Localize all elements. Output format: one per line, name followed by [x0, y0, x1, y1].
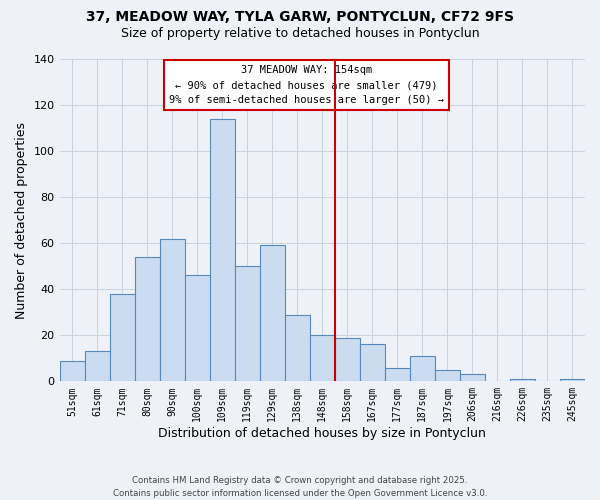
Bar — [460, 374, 485, 382]
Bar — [385, 368, 410, 382]
Bar — [435, 370, 460, 382]
Bar — [510, 379, 535, 382]
Bar — [285, 314, 310, 382]
Bar — [260, 246, 285, 382]
Text: Size of property relative to detached houses in Pontyclun: Size of property relative to detached ho… — [121, 28, 479, 40]
Bar — [185, 276, 209, 382]
Text: Contains HM Land Registry data © Crown copyright and database right 2025.
Contai: Contains HM Land Registry data © Crown c… — [113, 476, 487, 498]
Bar — [160, 238, 185, 382]
Bar — [335, 338, 360, 382]
Bar — [235, 266, 260, 382]
Text: 37, MEADOW WAY, TYLA GARW, PONTYCLUN, CF72 9FS: 37, MEADOW WAY, TYLA GARW, PONTYCLUN, CF… — [86, 10, 514, 24]
X-axis label: Distribution of detached houses by size in Pontyclun: Distribution of detached houses by size … — [158, 427, 486, 440]
Bar — [209, 119, 235, 382]
Bar — [85, 352, 110, 382]
Y-axis label: Number of detached properties: Number of detached properties — [15, 122, 28, 318]
Bar — [59, 360, 85, 382]
Bar — [410, 356, 435, 382]
Bar — [360, 344, 385, 382]
Bar — [110, 294, 134, 382]
Bar — [560, 379, 585, 382]
Bar — [310, 336, 335, 382]
Bar — [134, 257, 160, 382]
Text: 37 MEADOW WAY: 154sqm
← 90% of detached houses are smaller (479)
9% of semi-deta: 37 MEADOW WAY: 154sqm ← 90% of detached … — [169, 66, 444, 105]
